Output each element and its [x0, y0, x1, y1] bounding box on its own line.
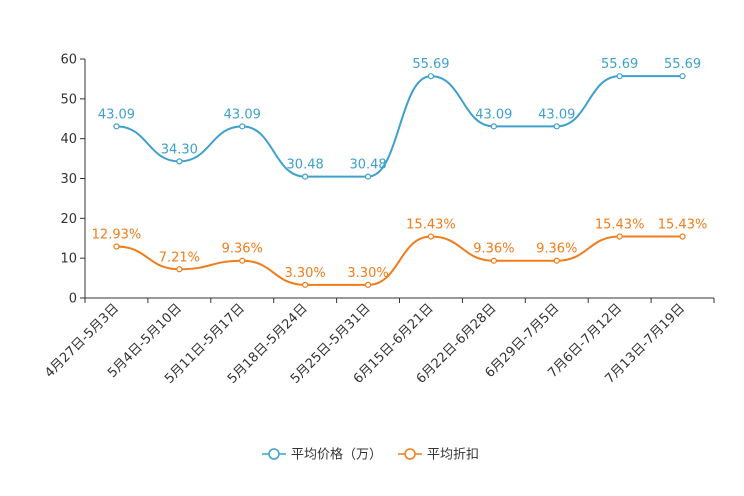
y-tick-label: 0	[69, 292, 77, 307]
data-label: 43.09	[475, 107, 512, 122]
data-label: 9.36%	[473, 242, 514, 257]
legend-item-1: 平均价格（万）	[262, 447, 382, 463]
series-1: 43.09 34.30 43.09 30.48 30.48 55.69 43.09 43.09…	[98, 57, 701, 180]
data-point	[176, 266, 183, 273]
data-point	[490, 123, 497, 130]
data-label: 30.48	[349, 158, 386, 173]
y-tick-label: 40	[60, 132, 77, 147]
data-label: 3.30%	[347, 266, 388, 281]
series-layer: 43.09 34.30 43.09 30.48 30.48 55.69 43.09 43.09…	[92, 57, 708, 288]
data-point	[302, 281, 309, 288]
y-tick-label: 50	[60, 92, 77, 107]
data-point	[113, 123, 120, 130]
legend-label: 平均价格（万）	[291, 447, 382, 463]
y-tick-label: 10	[60, 252, 77, 267]
data-point	[364, 281, 372, 288]
data-label: 34.30	[161, 142, 198, 157]
data-point	[679, 233, 686, 240]
legend-label: 平均折扣	[427, 448, 479, 463]
data-point	[679, 73, 686, 80]
data-label: 9.36%	[222, 242, 263, 257]
y-tick-label: 60	[60, 53, 77, 68]
data-label: 55.69	[412, 57, 449, 72]
legend: 平均价格（万） 平均折扣	[262, 447, 479, 463]
legend-item-2: 平均折扣	[398, 448, 479, 463]
data-point	[427, 73, 435, 80]
y-tick-label: 30	[60, 172, 77, 187]
data-label: 15.43%	[406, 218, 456, 233]
data-label: 43.09	[224, 107, 261, 122]
data-label: 15.43%	[595, 218, 645, 233]
data-point	[427, 233, 435, 240]
series-line	[116, 75, 683, 178]
data-point	[553, 123, 560, 130]
data-point	[239, 123, 246, 130]
data-point	[302, 173, 309, 180]
legend-marker-icon	[268, 448, 280, 460]
data-label: 9.36%	[536, 242, 577, 257]
data-label: 3.30%	[284, 266, 325, 281]
series-2: 12.93% 7.21% 9.36% 3.30% 3.30% 15.43% 9.36% 9.3…	[92, 218, 708, 288]
y-tick-label: 20	[60, 212, 77, 227]
data-label: 30.48	[287, 158, 324, 173]
data-point	[176, 158, 183, 165]
data-point	[616, 73, 623, 80]
data-label: 12.93%	[92, 227, 142, 242]
data-point	[553, 257, 560, 264]
data-point	[364, 173, 372, 180]
data-point	[239, 257, 246, 264]
series-line	[116, 235, 683, 286]
data-label: 7.21%	[159, 250, 200, 265]
legend-marker-icon	[404, 448, 416, 460]
data-label: 15.43%	[658, 218, 708, 233]
data-point	[616, 233, 623, 240]
data-label: 55.69	[664, 57, 701, 72]
data-label: 43.09	[538, 107, 575, 122]
data-label: 43.09	[98, 107, 135, 122]
data-point	[113, 243, 120, 250]
data-point	[490, 257, 497, 264]
data-label: 55.69	[601, 57, 638, 72]
